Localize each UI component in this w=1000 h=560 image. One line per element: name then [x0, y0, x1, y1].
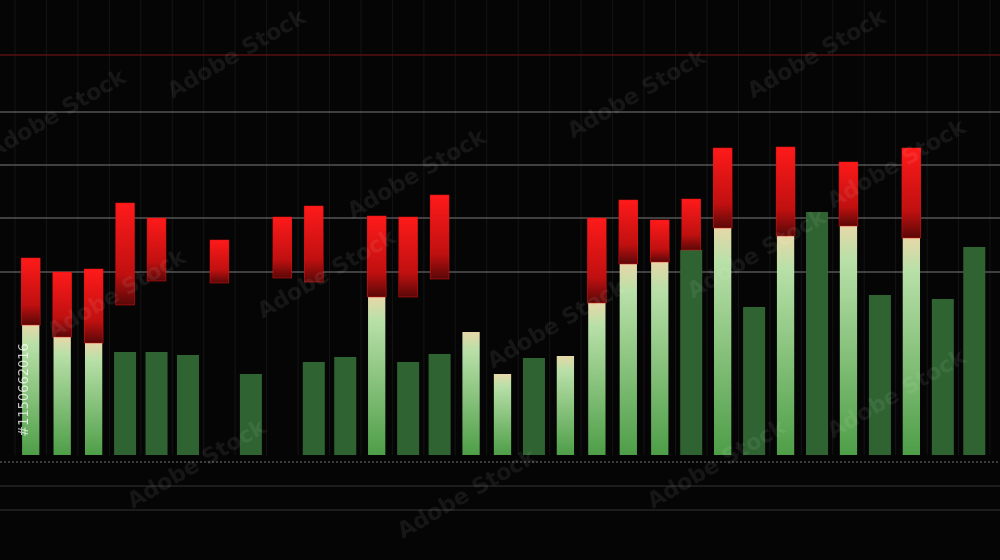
bar	[302, 362, 325, 455]
bar	[806, 212, 829, 455]
bar	[963, 247, 986, 455]
bar	[239, 374, 262, 455]
bar	[931, 299, 954, 455]
range-bar	[272, 216, 293, 279]
bar	[53, 337, 71, 455]
bar	[368, 297, 386, 455]
bar	[145, 352, 168, 455]
bar	[776, 236, 795, 455]
range-bar	[650, 219, 670, 263]
range-bar	[838, 161, 859, 227]
range-bar	[115, 202, 135, 306]
bar	[619, 264, 637, 455]
bar	[462, 332, 480, 455]
range-bar	[618, 199, 638, 265]
range-bar	[775, 146, 796, 237]
bar	[334, 357, 357, 455]
bar	[556, 356, 575, 455]
range-bar	[398, 216, 418, 298]
bar	[114, 352, 137, 455]
bar	[651, 262, 669, 455]
bar	[84, 343, 103, 455]
bar	[397, 362, 420, 455]
range-bar	[587, 217, 607, 304]
range-bar	[52, 271, 72, 338]
bar	[680, 250, 703, 455]
range-bar	[146, 217, 167, 282]
watermark-id: #1150662016	[17, 343, 32, 437]
bar	[902, 238, 921, 455]
range-bar	[901, 147, 922, 239]
bar	[428, 354, 451, 455]
bar	[868, 295, 891, 455]
range-bar	[367, 215, 387, 298]
range-bar	[429, 194, 450, 280]
range-bar	[83, 268, 104, 344]
range-bar	[21, 257, 41, 326]
bar	[839, 226, 858, 455]
bar	[588, 303, 606, 455]
range-bar	[209, 239, 230, 284]
range-bar	[712, 147, 733, 229]
bar	[743, 307, 766, 455]
bar	[714, 228, 732, 455]
bar	[522, 358, 545, 455]
vertical-grid	[14, 0, 991, 455]
range-bar	[304, 205, 324, 283]
range-bar	[681, 198, 701, 251]
bar	[176, 355, 199, 455]
bar	[493, 374, 512, 455]
bar	[22, 325, 40, 455]
